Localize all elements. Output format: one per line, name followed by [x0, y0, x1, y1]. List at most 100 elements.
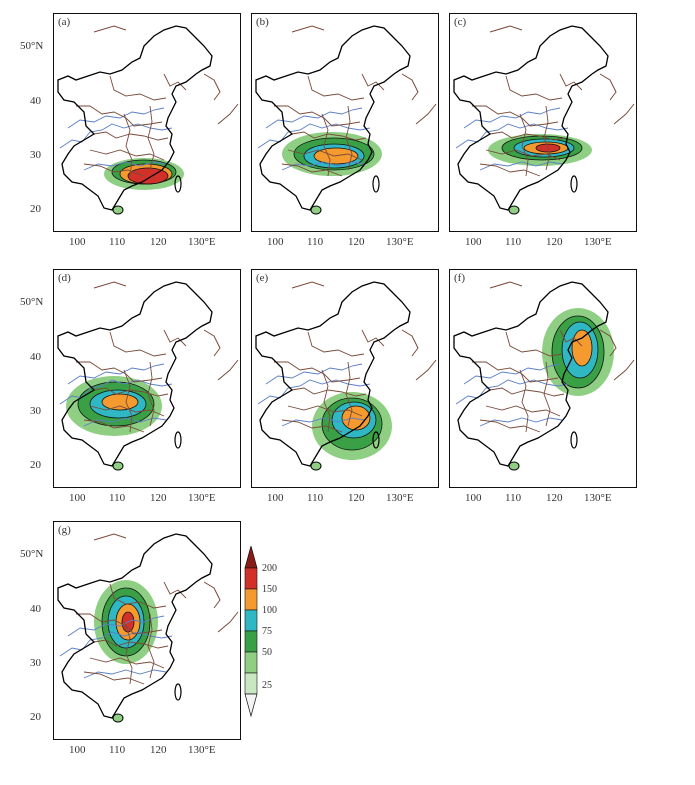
- map-panel-g: (g): [53, 521, 241, 740]
- province-border: [109, 583, 167, 609]
- colorbar-label: 150: [262, 584, 277, 595]
- x-tick-label: 100: [69, 236, 86, 248]
- x-tick-label: 100: [267, 236, 284, 248]
- province-border: [281, 163, 343, 177]
- province-border: [163, 73, 187, 91]
- hainan-island: [112, 461, 124, 471]
- province-border: [83, 671, 145, 685]
- panel-label: (b): [256, 16, 269, 28]
- y-tick-label: 20: [30, 711, 41, 723]
- province-border: [489, 387, 565, 397]
- province-border: [83, 163, 145, 177]
- province-border: [505, 331, 563, 357]
- province-border: [93, 387, 169, 397]
- province-border: [345, 105, 353, 171]
- national-border: [255, 25, 411, 211]
- x-tick-label: 130°E: [386, 492, 414, 504]
- province-border: [321, 113, 331, 177]
- x-tick-label: 120: [150, 744, 167, 756]
- colorbar-seg-25: [244, 672, 258, 695]
- province-border: [543, 361, 551, 427]
- colorbar-seg-50: [244, 651, 258, 674]
- x-tick-label: 120: [150, 236, 167, 248]
- taiwan-island: [372, 431, 380, 449]
- province-border: [479, 419, 541, 433]
- national-border: [255, 281, 411, 467]
- province-border: [519, 113, 529, 177]
- y-tick-label: 40: [30, 95, 41, 107]
- taiwan-island: [174, 175, 182, 193]
- colorbar-label: 75: [262, 626, 272, 637]
- x-tick-label: 130°E: [584, 236, 612, 248]
- province-border: [472, 361, 559, 383]
- province-border: [76, 613, 163, 635]
- river-line: [83, 161, 167, 171]
- precip-contour: [571, 329, 593, 367]
- colorbar-label: 200: [262, 563, 277, 574]
- x-tick-label: 110: [505, 236, 522, 248]
- x-tick-label: 130°E: [386, 236, 414, 248]
- province-border: [505, 75, 563, 101]
- province-border: [147, 613, 155, 679]
- province-border: [287, 405, 363, 417]
- hainan-island: [310, 205, 322, 215]
- north-border: [489, 25, 523, 33]
- province-border: [559, 73, 583, 91]
- hainan-island: [112, 713, 124, 723]
- province-border: [361, 329, 385, 347]
- river-line: [257, 123, 371, 149]
- river-line: [281, 161, 365, 171]
- japan-coast: [613, 359, 635, 381]
- x-tick-label: 110: [109, 492, 126, 504]
- province-border: [321, 369, 331, 433]
- map-panel-a: (a): [53, 13, 241, 232]
- colorbar-svg: [244, 544, 258, 718]
- japan-coast: [217, 359, 239, 381]
- river-line: [59, 631, 173, 657]
- y-tick-label: 20: [30, 459, 41, 471]
- map-panel-d: (d): [53, 269, 241, 488]
- colorbar-bottom-triangle: [244, 693, 258, 718]
- province-border: [291, 131, 367, 141]
- map-svg: [57, 533, 239, 723]
- province-border: [76, 361, 163, 383]
- x-tick-label: 100: [465, 492, 482, 504]
- province-border: [307, 75, 365, 101]
- map-panel-b: (b): [251, 13, 439, 232]
- x-tick-label: 130°E: [188, 744, 216, 756]
- y-tick-label: 50°N: [20, 40, 44, 52]
- taiwan-island: [372, 175, 380, 193]
- province-border: [287, 149, 363, 161]
- river-line: [257, 379, 371, 405]
- panel-label: (d): [58, 272, 71, 284]
- colorbar-label: 100: [262, 605, 277, 616]
- korea-coast: [401, 73, 419, 101]
- precip-contour: [101, 393, 139, 411]
- province-border: [479, 163, 541, 177]
- province-border: [93, 639, 169, 649]
- north-border: [291, 281, 325, 289]
- province-border: [489, 131, 565, 141]
- colorbar-label: 50: [262, 647, 272, 658]
- province-border: [274, 361, 361, 383]
- map-svg: [255, 25, 437, 215]
- y-tick-label: 30: [30, 657, 41, 669]
- river-line: [281, 417, 365, 427]
- x-tick-label: 120: [348, 492, 365, 504]
- national-border: [57, 281, 213, 467]
- north-border: [93, 281, 127, 289]
- x-tick-label: 110: [307, 492, 324, 504]
- x-tick-label: 110: [505, 492, 522, 504]
- x-tick-label: 110: [307, 236, 324, 248]
- map-panel-f: (f): [449, 269, 637, 488]
- river-line: [59, 379, 173, 405]
- province-border: [109, 75, 167, 101]
- panel-label: (e): [256, 272, 269, 284]
- river-line: [83, 417, 167, 427]
- x-tick-label: 120: [150, 492, 167, 504]
- north-border: [489, 281, 523, 289]
- province-border: [307, 331, 365, 357]
- panel-label: (g): [58, 524, 71, 536]
- map-svg: [255, 281, 437, 471]
- province-border: [123, 113, 133, 177]
